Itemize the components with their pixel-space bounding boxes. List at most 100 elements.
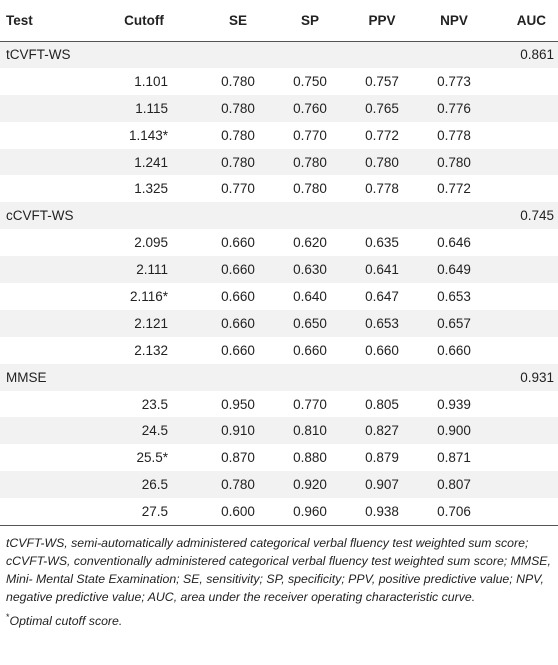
cell-test — [0, 471, 96, 499]
cell-auc — [490, 175, 558, 203]
cell-npv: 0.780 — [418, 148, 490, 176]
cell-ppv: 0.653 — [346, 309, 418, 337]
cell-cutoff — [96, 41, 202, 68]
cell-auc — [490, 309, 558, 337]
cell-ppv: 0.635 — [346, 229, 418, 257]
cell-sp: 0.630 — [274, 256, 346, 284]
cell-ppv — [346, 202, 418, 230]
cell-se — [202, 363, 274, 391]
cell-auc — [490, 471, 558, 499]
cell-cutoff: 26.5 — [96, 471, 202, 499]
cell-sp: 0.760 — [274, 94, 346, 122]
cell-test — [0, 417, 96, 445]
cell-npv: 0.871 — [418, 444, 490, 472]
cell-test — [0, 94, 96, 122]
cell-test — [0, 121, 96, 149]
cell-se: 0.780 — [202, 67, 274, 95]
cell-se: 0.770 — [202, 175, 274, 203]
table-row: 24.5 0.910 0.810 0.827 0.900 — [0, 417, 558, 445]
table-notes: tCVFT-WS, semi-automatically administere… — [0, 526, 558, 631]
cell-auc: 0.745 — [490, 202, 558, 230]
cell-npv: 0.773 — [418, 67, 490, 95]
cell-test — [0, 444, 96, 472]
results-table-container: Test Cutoff SE SP PPV NPV AUC tCVFT-WS 0.… — [0, 0, 558, 631]
cell-sp: 0.640 — [274, 283, 346, 310]
cell-se: 0.780 — [202, 94, 274, 122]
cell-se — [202, 41, 274, 68]
table-row: 2.111 0.660 0.630 0.641 0.649 — [0, 256, 558, 284]
cell-ppv: 0.641 — [346, 256, 418, 284]
cell-sp: 0.780 — [274, 175, 346, 203]
optimal-cutoff-text: Optimal cutoff score. — [9, 614, 123, 629]
cell-se: 0.660 — [202, 336, 274, 364]
cell-cutoff: 2.111 — [96, 256, 202, 284]
cell-se: 0.660 — [202, 256, 274, 284]
cell-cutoff: 2.132 — [96, 336, 202, 364]
cell-se: 0.660 — [202, 309, 274, 337]
table-row: cCVFT-WS 0.745 — [0, 202, 558, 230]
cell-test: MMSE — [0, 363, 96, 391]
cell-test — [0, 175, 96, 203]
cell-auc — [490, 417, 558, 445]
cell-auc — [490, 390, 558, 418]
table-row: 26.5 0.780 0.920 0.907 0.807 — [0, 471, 558, 499]
cell-sp — [274, 363, 346, 391]
cell-sp: 0.880 — [274, 444, 346, 472]
cell-cutoff — [96, 363, 202, 391]
cell-ppv — [346, 363, 418, 391]
cell-ppv: 0.827 — [346, 417, 418, 445]
cell-npv: 0.776 — [418, 94, 490, 122]
cell-sp: 0.650 — [274, 309, 346, 337]
cell-test — [0, 67, 96, 95]
table-row: 1.143* 0.780 0.770 0.772 0.778 — [0, 121, 558, 149]
cell-ppv: 0.765 — [346, 94, 418, 122]
cell-cutoff: 1.241 — [96, 148, 202, 176]
cell-test — [0, 256, 96, 284]
table-row: tCVFT-WS 0.861 — [0, 41, 558, 68]
cell-test — [0, 336, 96, 364]
abbreviation-footnote: tCVFT-WS, semi-automatically administere… — [6, 535, 551, 605]
cell-se: 0.910 — [202, 417, 274, 445]
table-row: 1.115 0.780 0.760 0.765 0.776 — [0, 94, 558, 122]
cell-ppv: 0.907 — [346, 471, 418, 499]
cell-npv: 0.900 — [418, 417, 490, 445]
header-auc: AUC — [490, 0, 558, 42]
cell-ppv: 0.938 — [346, 498, 418, 526]
cell-cutoff: 2.095 — [96, 229, 202, 257]
cell-cutoff: 1.325 — [96, 175, 202, 203]
cell-sp: 0.960 — [274, 498, 346, 526]
cell-test — [0, 283, 96, 310]
cell-npv: 0.778 — [418, 121, 490, 149]
cell-auc — [490, 121, 558, 149]
cell-sp: 0.620 — [274, 229, 346, 257]
cell-npv: 0.660 — [418, 336, 490, 364]
table-row: 23.5 0.950 0.770 0.805 0.939 — [0, 390, 558, 418]
cell-test — [0, 148, 96, 176]
cell-ppv: 0.780 — [346, 148, 418, 176]
table-row: 2.121 0.660 0.650 0.653 0.657 — [0, 309, 558, 337]
cell-test — [0, 309, 96, 337]
optimal-cutoff-note: *Optimal cutoff score. — [6, 608, 552, 630]
cell-auc — [490, 444, 558, 472]
cell-cutoff — [96, 202, 202, 230]
cell-cutoff: 23.5 — [96, 390, 202, 418]
cell-se: 0.780 — [202, 471, 274, 499]
cell-ppv: 0.778 — [346, 175, 418, 203]
cell-npv: 0.706 — [418, 498, 490, 526]
cell-se — [202, 202, 274, 230]
cell-ppv: 0.772 — [346, 121, 418, 149]
cell-npv: 0.772 — [418, 175, 490, 203]
cell-auc: 0.861 — [490, 41, 558, 68]
table-row: 25.5* 0.870 0.880 0.879 0.871 — [0, 444, 558, 472]
cell-cutoff: 2.116* — [96, 283, 202, 310]
header-npv: NPV — [418, 0, 490, 42]
cell-npv: 0.657 — [418, 309, 490, 337]
cell-auc — [490, 67, 558, 95]
cell-sp: 0.920 — [274, 471, 346, 499]
cell-sp — [274, 202, 346, 230]
cell-auc: 0.931 — [490, 363, 558, 391]
table-row: 1.325 0.770 0.780 0.778 0.772 — [0, 175, 558, 203]
cell-auc — [490, 336, 558, 364]
table-row: 2.132 0.660 0.660 0.660 0.660 — [0, 336, 558, 364]
cell-ppv — [346, 41, 418, 68]
